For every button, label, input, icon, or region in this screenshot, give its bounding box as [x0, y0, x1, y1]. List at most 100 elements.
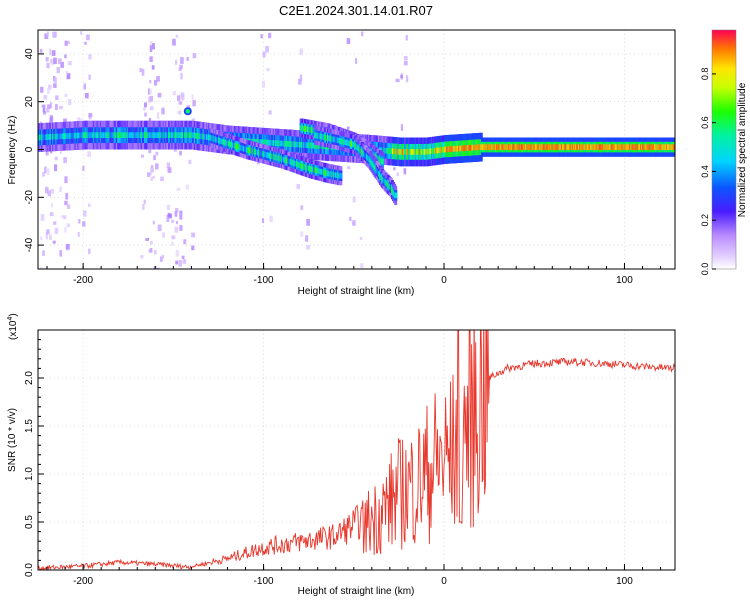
noise-cell: [57, 58, 62, 65]
noise-cell: [179, 213, 183, 220]
noise-cell: [54, 268, 59, 269]
noise-cell: [168, 213, 173, 219]
noise-cell: [176, 187, 181, 191]
noise-cell: [64, 200, 68, 206]
x-tick-label: -200: [73, 275, 93, 286]
noise-cell: [50, 149, 53, 154]
noise-cell: [191, 232, 196, 238]
noise-cell: [149, 247, 153, 253]
y-tick-label: 40: [24, 48, 35, 60]
noise-cell: [156, 267, 160, 269]
noise-cell: [148, 249, 151, 253]
noise-cell: [47, 84, 52, 90]
noise-cell: [157, 112, 160, 120]
noise-cell: [139, 68, 142, 73]
noise-cell: [47, 190, 51, 197]
x-tick-label: -200: [73, 576, 93, 587]
snr-x-ticks: -200 -100 0 100: [46, 564, 662, 587]
noise-cell: [166, 162, 171, 168]
y-tick-label: 1.0: [24, 467, 35, 481]
noise-cell: [160, 176, 164, 182]
noise-cell: [83, 210, 87, 217]
noise-cell: [41, 104, 46, 108]
y-tick-label: -20: [24, 190, 35, 205]
noise-cell: [266, 68, 270, 72]
x-tick-label: 100: [616, 275, 633, 286]
noise-cell: [346, 38, 351, 44]
noise-cell: [51, 59, 54, 66]
noise-cell: [54, 156, 58, 161]
noise-cell: [172, 38, 176, 46]
noise-cell: [88, 248, 91, 255]
noise-cell: [65, 192, 69, 200]
noise-cell: [66, 73, 71, 80]
noise-cell: [167, 167, 172, 173]
noise-cell: [39, 267, 43, 269]
noise-cell: [64, 227, 67, 233]
noise-cell: [405, 35, 408, 41]
noise-cell: [149, 56, 153, 63]
noise-cell: [179, 225, 183, 231]
noise-cell: [42, 172, 45, 177]
noise-cell: [40, 213, 45, 221]
noise-cell: [150, 176, 154, 181]
noise-cell: [352, 196, 356, 203]
snr-frame: [37, 329, 676, 571]
noise-cell: [87, 151, 91, 158]
noise-cell: [143, 199, 146, 205]
noise-cell: [77, 231, 80, 237]
noise-cell: [347, 166, 351, 170]
noise-cell: [63, 215, 67, 220]
noise-cell: [161, 107, 165, 115]
noise-cell: [88, 115, 92, 120]
noise-cell: [403, 56, 408, 61]
y-tick-label: -40: [24, 237, 35, 252]
noise-cell: [54, 164, 58, 172]
noise-cell: [261, 218, 265, 224]
noise-cell: [178, 101, 183, 105]
noise-cell: [64, 54, 67, 59]
noise-cell: [50, 188, 54, 194]
noise-cell: [393, 167, 396, 171]
noise-cell: [359, 237, 363, 241]
noise-cell: [179, 94, 183, 101]
noise-cell: [147, 96, 151, 104]
noise-cell: [82, 165, 85, 171]
noise-cell: [300, 231, 304, 237]
noise-cell: [176, 95, 180, 101]
noise-cell: [175, 249, 179, 257]
noise-cell: [265, 46, 269, 53]
y-tick-label: 2.0: [24, 371, 35, 385]
noise-cell: [174, 211, 178, 217]
noise-cell: [188, 159, 192, 165]
noise-cell: [53, 221, 57, 225]
noise-cell: [155, 163, 159, 170]
noise-cell: [156, 76, 160, 82]
noise-cell: [63, 157, 67, 164]
noise-cell: [181, 93, 185, 101]
noise-cell: [298, 78, 302, 85]
colorbar-ticks: 0.0 0.2 0.4 0.6 0.8: [700, 68, 716, 275]
noise-cell: [150, 168, 154, 173]
noise-cell: [355, 57, 358, 64]
x-tick-label: -100: [254, 576, 274, 587]
noise-cell: [262, 51, 266, 58]
noise-cell: [145, 237, 150, 242]
noise-cell: [186, 56, 189, 61]
noise-cell: [45, 107, 50, 113]
noise-cell: [42, 107, 46, 113]
spectrogram-y-axis-label: Frequency (Hz): [7, 116, 18, 185]
noise-cell: [149, 45, 153, 53]
noise-cell: [66, 204, 71, 210]
noise-cell: [53, 57, 57, 65]
noise-cell: [161, 254, 165, 259]
noise-cell: [44, 33, 49, 39]
noise-cell: [149, 106, 154, 111]
noise-cell: [299, 48, 303, 55]
noise-cell: [88, 54, 92, 60]
noise-cell: [361, 31, 364, 37]
noise-cell: [346, 126, 350, 131]
y-tick-label: 0.0: [24, 563, 35, 577]
noise-cell: [47, 104, 51, 109]
